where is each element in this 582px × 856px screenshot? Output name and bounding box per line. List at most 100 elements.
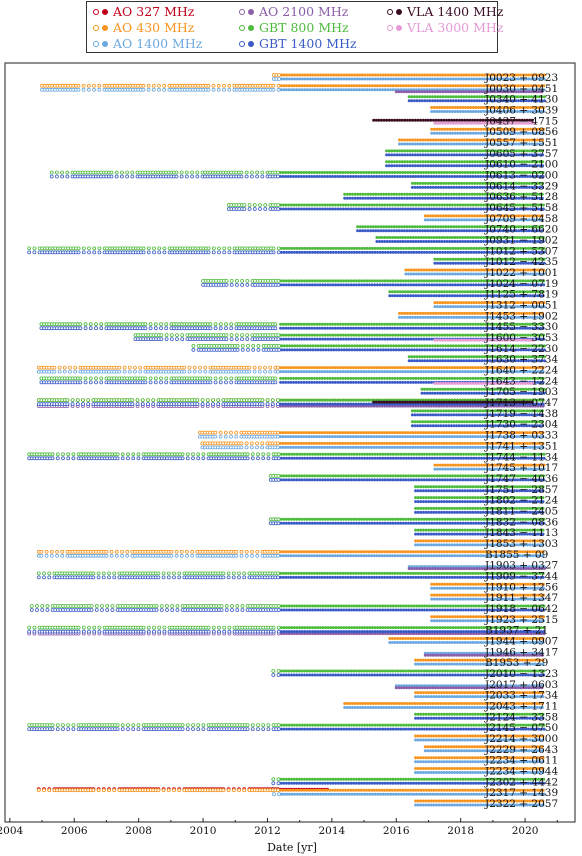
data-point [443,279,447,283]
data-point [447,225,451,229]
data-point [371,73,375,77]
data-point [439,181,443,185]
data-point [423,225,427,229]
data-point [324,77,328,81]
data-point [458,171,462,174]
data-point [429,164,433,168]
data-point [475,225,479,229]
data-point [300,279,304,283]
data-point [419,366,423,370]
data-point [479,110,483,113]
data-point [422,326,426,330]
data-point [300,250,304,254]
data-point [463,315,466,319]
data-point [465,315,469,319]
data-point [455,366,459,370]
data-point [433,261,437,265]
data-point [92,87,96,92]
data-point [466,207,470,211]
data-point [442,149,446,153]
data-point [407,99,411,103]
data-point [433,283,436,287]
data-point [408,164,412,168]
data-point [359,366,363,370]
data-point [437,236,441,239]
data-point [461,279,465,283]
data-point [449,305,452,309]
data-point [390,153,394,157]
data-point [308,279,312,283]
data-point [380,322,384,326]
data-point [453,106,457,109]
data-point [329,283,332,287]
data-point [143,326,148,331]
data-point [365,84,369,88]
data-point [422,246,426,250]
data-point [439,218,443,222]
data-point [435,272,439,276]
data-point [454,73,458,77]
data-point [481,160,485,164]
data-point [455,118,459,122]
data-point [465,311,469,315]
data-point [475,305,478,309]
data-point [478,149,482,153]
data-point [366,196,370,200]
data-point [438,257,442,261]
data-point [316,77,320,81]
data-point [305,88,309,92]
data-point [431,142,435,146]
data-point [459,348,463,352]
data-point [329,77,333,81]
data-point [249,174,254,179]
data-point [373,246,377,250]
data-point [424,240,428,243]
data-point [445,171,449,174]
data-point [323,175,327,178]
data-point [453,272,457,276]
data-point [334,84,338,88]
data-point [415,99,419,103]
data-point [385,153,389,157]
data-point [440,366,444,370]
data-point [336,333,340,337]
data-point [446,359,450,363]
data-point [432,131,436,135]
data-point [386,337,390,341]
data-point [426,229,430,233]
data-point [413,311,417,315]
data-point [468,366,472,370]
data-point [455,192,458,196]
data-point [479,294,483,298]
data-point [433,121,437,125]
data-point [396,175,399,178]
data-point [454,338,458,342]
data-point [404,207,408,211]
data-point [456,240,459,243]
data-point [447,229,451,233]
data-point [456,301,460,305]
data-point [480,257,484,261]
data-point [446,305,450,309]
data-point [440,279,444,283]
data-point [407,279,410,283]
data-point [475,348,479,352]
data-point [476,142,479,146]
data-point [412,268,416,272]
data-point [456,110,460,113]
data-point [289,366,293,370]
data-point [446,301,450,305]
data-point [308,73,312,77]
data-point [481,138,485,142]
data-point [367,207,371,211]
data-point [311,246,315,250]
data-point [382,225,386,229]
data-point [430,250,434,254]
data-point [396,84,400,88]
data-point [429,218,432,222]
data-point [418,153,422,157]
data-point [464,359,468,363]
data-point [409,236,413,239]
data-point [409,171,412,174]
data-point [286,322,290,326]
